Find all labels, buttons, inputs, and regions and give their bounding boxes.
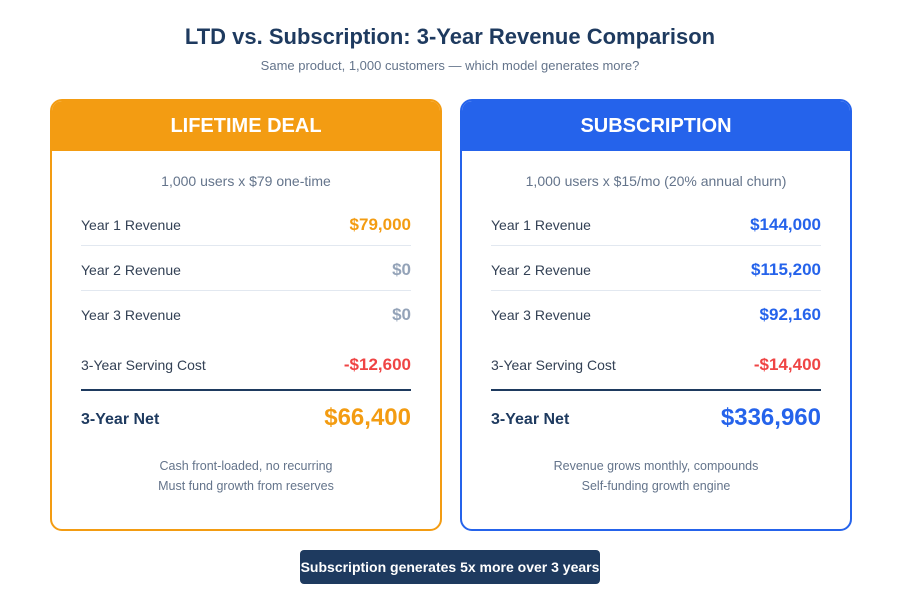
row-divider [81,245,411,246]
row-label: Year 1 Revenue [81,217,181,233]
row-value: $144,000 [750,215,821,234]
comparison-card: LIFETIME DEAL 1,000 users x $79 one-time Y… [50,99,442,531]
row-divider [81,290,411,291]
net-label: 3-Year Net [81,411,160,428]
net-value: $66,400 [324,404,411,431]
net-value: $336,960 [720,404,821,431]
row-label: Year 3 Revenue [491,307,591,323]
row-value: $79,000 [349,215,411,234]
summary-banner: Subscription generates 5x more over 3 ye… [300,550,600,584]
net-label: 3-Year Net [491,411,570,428]
card-note: Cash front-loaded, no recurring [159,459,333,473]
card-note: Revenue grows monthly, compounds [553,459,759,473]
row-label: Year 1 Revenue [491,217,591,233]
page-title: LTD vs. Subscription: 3-Year Revenue Com… [184,24,716,49]
card-description: 1,000 users x $79 one-time [161,173,331,189]
row-divider [491,245,821,246]
banner-text: Subscription generates 5x more over 3 ye… [300,559,600,575]
row-value: $92,160 [759,305,821,324]
row-value: -$12,600 [343,355,411,374]
row-label: Year 2 Revenue [81,262,181,278]
row-label: Year 2 Revenue [491,262,591,278]
row-value: $115,200 [751,260,821,279]
row-label: 3-Year Serving Cost [81,357,206,373]
row-divider [491,290,821,291]
row-value: $0 [392,260,411,279]
card-note: Self-funding growth engine [581,479,731,493]
row-value: -$14,400 [753,355,821,374]
card-title: SUBSCRIPTION [462,101,850,151]
net-divider [491,389,821,391]
row-value: $0 [392,305,411,324]
row-label: Year 3 Revenue [81,307,181,323]
page-subtitle: Same product, 1,000 customers — which mo… [260,58,640,73]
net-divider [81,389,411,391]
comparison-card: SUBSCRIPTION 1,000 users x $15/mo (20% an… [460,99,852,531]
card-note: Must fund growth from reserves [158,479,334,493]
card-description: 1,000 users x $15/mo (20% annual churn) [525,173,787,189]
row-label: 3-Year Serving Cost [491,357,616,373]
card-title: LIFETIME DEAL [52,101,440,151]
